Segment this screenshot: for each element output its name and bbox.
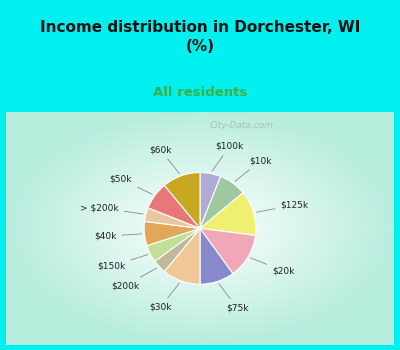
Wedge shape (200, 173, 220, 228)
Text: Income distribution in Dorchester, WI
(%): Income distribution in Dorchester, WI (%… (40, 20, 360, 54)
Text: $30k: $30k (149, 283, 179, 312)
Wedge shape (144, 208, 200, 228)
Text: $40k: $40k (94, 232, 142, 241)
Wedge shape (164, 173, 200, 228)
Text: $50k: $50k (110, 175, 152, 194)
Text: $20k: $20k (251, 258, 294, 275)
Text: $10k: $10k (235, 156, 272, 181)
Wedge shape (200, 176, 243, 228)
Wedge shape (164, 228, 200, 284)
Wedge shape (144, 221, 200, 246)
Wedge shape (148, 186, 200, 228)
Text: $60k: $60k (149, 145, 179, 174)
Text: $100k: $100k (212, 141, 244, 171)
Text: $125k: $125k (256, 201, 308, 212)
Text: City-Data.com: City-Data.com (210, 121, 274, 130)
Text: All residents: All residents (153, 85, 247, 99)
Wedge shape (200, 228, 233, 284)
Wedge shape (155, 228, 200, 271)
Text: > $200k: > $200k (80, 203, 143, 214)
Wedge shape (200, 228, 256, 274)
Wedge shape (200, 193, 256, 236)
Wedge shape (147, 228, 200, 261)
Text: $150k: $150k (97, 254, 148, 271)
Text: $200k: $200k (111, 268, 157, 290)
Text: $75k: $75k (219, 284, 248, 313)
